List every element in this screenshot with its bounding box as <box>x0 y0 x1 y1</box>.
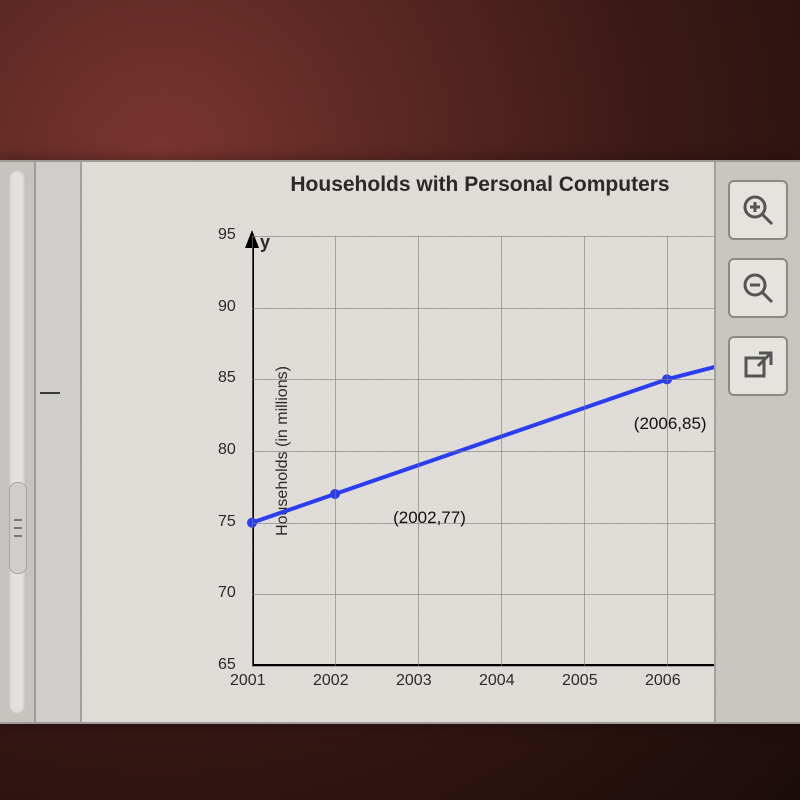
open-external-button[interactable] <box>728 336 788 396</box>
x-tick-label: 2006 <box>645 672 681 690</box>
grid-h <box>252 594 750 595</box>
y-tick-label: 85 <box>218 369 244 387</box>
plot: y x 200120022003200420052006200765707580… <box>252 236 750 666</box>
x-tick-label: 2001 <box>230 672 266 690</box>
y-tick-label: 95 <box>218 226 244 244</box>
pane-divider-tick <box>40 392 60 394</box>
grid-h <box>252 236 750 237</box>
scrollbar-thumb[interactable] <box>9 482 27 574</box>
grid-h <box>252 379 750 380</box>
x-tick-label: 2003 <box>396 672 432 690</box>
grid-h <box>252 666 750 667</box>
grid-h <box>252 451 750 452</box>
chart: Households with Personal Computers House… <box>190 172 770 712</box>
open-external-icon <box>741 349 775 383</box>
chart-title: Households with Personal Computers <box>190 172 770 197</box>
device-frame: Households with Personal Computers House… <box>0 160 800 724</box>
zoom-in-icon <box>740 192 776 228</box>
y-tick-label: 65 <box>218 656 244 674</box>
x-tick-label: 2005 <box>562 672 598 690</box>
content-page: Households with Personal Computers House… <box>80 162 720 722</box>
scrollbar-track <box>9 170 25 714</box>
data-point-label: (2002,77) <box>393 508 466 528</box>
zoom-in-button[interactable] <box>728 180 788 240</box>
vertical-scrollbar[interactable] <box>0 162 36 722</box>
grid-h <box>252 523 750 524</box>
y-tick-label: 90 <box>218 298 244 316</box>
grid-h <box>252 308 750 309</box>
plot-area: Households (in millions) y x 20012002200… <box>252 236 750 666</box>
data-point-label: (2006,85) <box>634 414 707 434</box>
y-tick-label: 80 <box>218 441 244 459</box>
zoom-out-button[interactable] <box>728 258 788 318</box>
toolbar <box>714 162 800 722</box>
y-tick-label: 70 <box>218 584 244 602</box>
zoom-out-icon <box>740 270 776 306</box>
x-tick-label: 2002 <box>313 672 349 690</box>
x-tick-label: 2004 <box>479 672 515 690</box>
y-tick-label: 75 <box>218 513 244 531</box>
